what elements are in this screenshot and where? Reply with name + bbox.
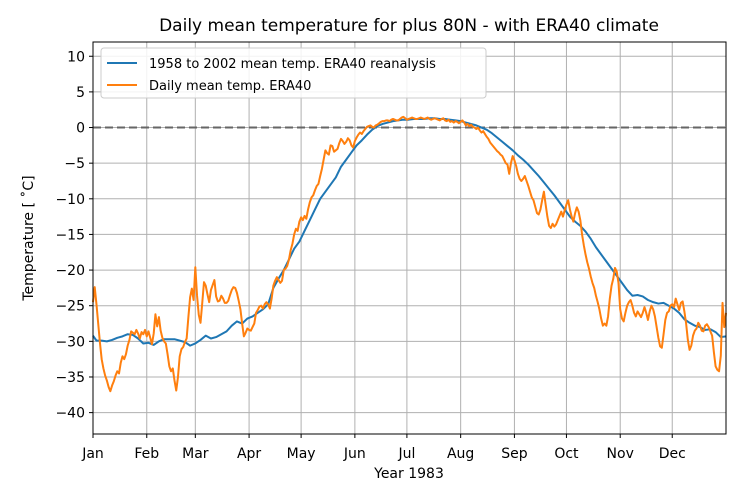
x-tick-label: Mar xyxy=(182,446,209,462)
y-tick-label: −30 xyxy=(55,334,85,350)
x-tick-label: May xyxy=(287,446,316,462)
y-tick-label: −10 xyxy=(55,192,85,208)
x-tick-label: Feb xyxy=(134,446,159,462)
y-tick-label: −5 xyxy=(64,156,85,172)
y-tick-label: 0 xyxy=(76,121,85,137)
y-tick-label: −20 xyxy=(55,263,85,279)
y-tick-label: −35 xyxy=(55,370,85,386)
x-axis: Jan Feb Mar Apr May Jun Jul Aug Sep Oct Nov Dec xyxy=(81,434,686,462)
y-axis-label: Temperature [ ˚C] xyxy=(20,175,37,301)
plot-frame xyxy=(92,41,727,435)
y-tick-label: −15 xyxy=(55,227,85,243)
y-axis: 10 5 0 −5 −10 −15 −20 −25 −30 −35 −40 xyxy=(55,49,93,422)
x-tick-label: Sep xyxy=(501,446,528,462)
x-tick-label: Jan xyxy=(81,446,104,462)
y-tick-label: 10 xyxy=(67,49,85,65)
x-tick-label: Oct xyxy=(554,446,579,462)
x-tick-label: Jun xyxy=(343,446,366,462)
series-layer xyxy=(92,115,727,393)
x-tick-label: Nov xyxy=(607,446,634,462)
y-tick-label: −25 xyxy=(55,299,85,315)
y-tick-label: −40 xyxy=(55,406,85,422)
legend-label-daily: Daily mean temp. ERA40 xyxy=(149,79,311,94)
x-tick-label: Jul xyxy=(397,446,415,462)
legend-box xyxy=(100,47,487,99)
legend: 1958 to 2002 mean temp. ERA40 reanalysis… xyxy=(100,47,487,99)
series-line-daily xyxy=(92,115,727,393)
x-tick-label: Aug xyxy=(447,446,474,462)
legend-label-reanalysis: 1958 to 2002 mean temp. ERA40 reanalysis xyxy=(149,57,436,72)
x-axis-label: Year 1983 xyxy=(373,466,444,482)
y-tick-label: 5 xyxy=(76,85,85,101)
chart-title: Daily mean temperature for plus 80N - wi… xyxy=(159,16,659,36)
x-tick-label: Apr xyxy=(237,446,261,462)
x-tick-label: Dec xyxy=(659,446,686,462)
